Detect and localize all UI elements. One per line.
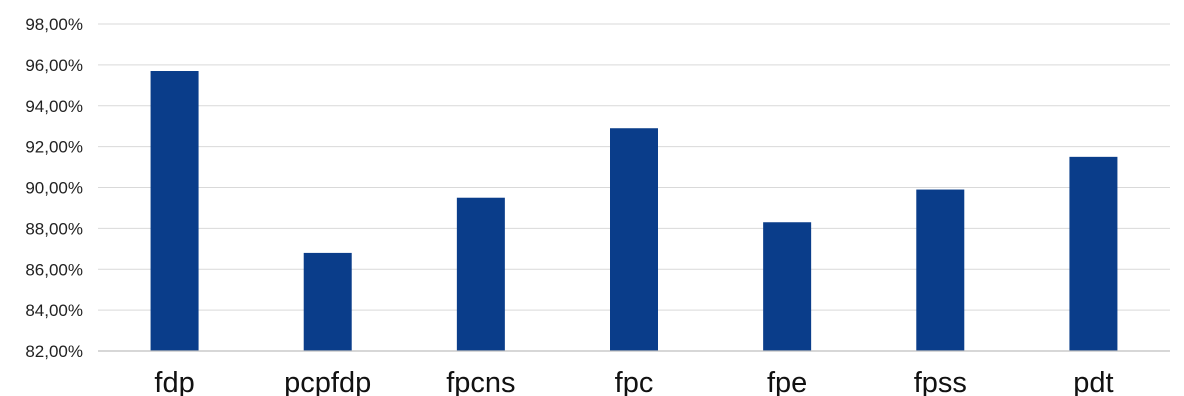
y-tick-label: 84,00% (25, 301, 83, 320)
bar-fdp (150, 71, 199, 351)
y-tick-label: 94,00% (25, 97, 83, 116)
x-tick-label: fpss (914, 367, 967, 396)
bar-fpe (763, 222, 812, 351)
y-tick-label: 86,00% (25, 260, 83, 279)
y-tick-label: 88,00% (25, 219, 83, 238)
y-tick-label: 82,00% (25, 342, 83, 361)
x-tick-label: fpc (615, 367, 654, 396)
bar-pcpfdp (303, 252, 352, 351)
y-tick-label: 98,00% (25, 15, 83, 34)
x-tick-label: fpe (767, 367, 807, 396)
x-tick-label: fdp (154, 367, 194, 396)
bar-fpcns (456, 197, 505, 351)
bars (150, 71, 1118, 351)
y-tick-label: 96,00% (25, 56, 83, 75)
x-tick-label: pcpfdp (284, 367, 371, 396)
x-tick-label: fpcns (446, 367, 515, 396)
y-tick-label: 92,00% (25, 138, 83, 157)
bar-fpc (610, 128, 658, 351)
bar-fpss (916, 189, 965, 351)
x-axis-tick-labels: fdp pcpfdp fpcns fpc fpe fpss pdt (154, 367, 1113, 396)
bar-pdt (1069, 156, 1118, 351)
x-tick-label: pdt (1073, 367, 1113, 396)
y-tick-label: 90,00% (25, 179, 83, 198)
y-axis-tick-labels: 82,00% 84,00% 86,00% 88,00% 90,00% 92,00% 94,0… (25, 15, 83, 361)
